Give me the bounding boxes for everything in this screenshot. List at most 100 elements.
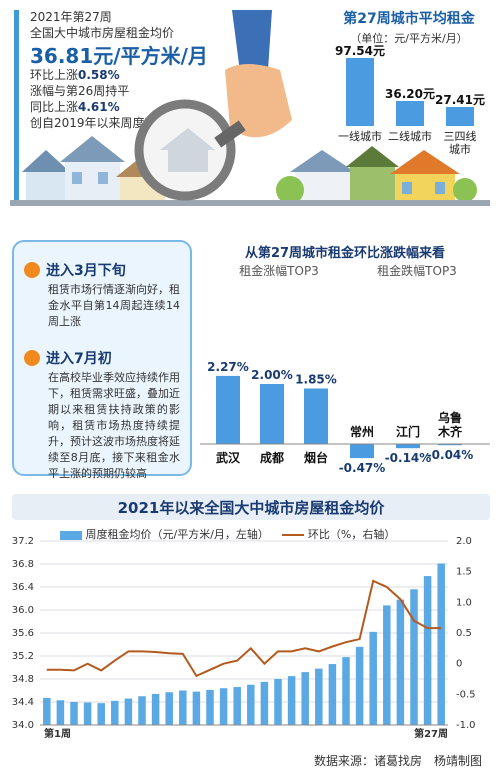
x-first-label: 第1周: [44, 727, 71, 740]
flat-note: 涨幅与第26周持平: [30, 84, 130, 98]
rent-bar: [287, 676, 296, 725]
city-name-label: 二线城市: [388, 130, 432, 143]
footer-source: 数据来源：诸葛找房 杨靖制图: [313, 754, 482, 768]
yoy-value: 4.61%: [78, 100, 120, 114]
legend-bar-swatch: [60, 530, 82, 540]
top3-up-label: 租金涨幅TOP3: [239, 264, 319, 278]
rent-bar: [179, 690, 187, 725]
legend: 周度租金均价（元/平方米/月，左轴） 环比（%，右轴）: [60, 526, 395, 542]
left-tick-label: 34.0: [12, 720, 34, 731]
rent-bar: [328, 664, 337, 725]
trend-card: 进入3月下旬 租赁市场行情逐渐向好，租金水平自第14周起连续14周上涨 进入7月…: [12, 240, 192, 480]
mom-change: 环比上涨0.58%: [30, 66, 120, 83]
rent-trend-chart: 34.0 34.4 34.8 35.2 35.6 36.0 36.4 36.8 37.2 -1.0…: [12, 536, 476, 740]
left-tick-label: 34.8: [12, 674, 34, 685]
rent-bar: [97, 703, 105, 725]
mid-chart-title: 从第27周城市租金环比涨跌幅来看: [244, 246, 446, 261]
mom-value-label: 1.85%: [295, 373, 337, 387]
rent-bar: [70, 702, 78, 725]
right-tick-label: 1.0: [456, 597, 472, 608]
rent-bar: [43, 697, 51, 725]
right-tick-label: -1.0: [456, 720, 476, 731]
left-tick-label: 35.2: [12, 651, 34, 662]
top3-down-label: 租金跌幅TOP3: [377, 264, 457, 278]
city-bar: [396, 100, 424, 126]
accent-bar: [14, 10, 19, 210]
legend-line-label: 环比（%，右轴）: [307, 528, 396, 541]
mom-value-label: 2.27%: [207, 360, 249, 374]
headline-price: 36.81元/平方米/月: [30, 44, 208, 68]
rent-bar: [124, 698, 133, 725]
right-tick-label: 0: [456, 659, 462, 670]
left-tick-label: 36.8: [12, 559, 34, 570]
mom-bar: [260, 384, 284, 444]
mom-value-label: -0.04%: [427, 448, 474, 462]
left-tick-label: 37.2: [12, 536, 34, 547]
rent-bar: [301, 672, 309, 725]
mom-value: 0.58%: [78, 68, 120, 82]
rent-bar: [369, 631, 377, 725]
rent-bar: [274, 679, 282, 725]
city-bar: [346, 57, 374, 126]
city-category-label: 烟台: [304, 450, 328, 465]
city-chart-unit: （单位：元/平方米/月）: [350, 32, 468, 45]
right-tick-label: -0.5: [456, 689, 476, 700]
rent-bar: [165, 692, 173, 725]
top-section: 2021年第27周 全国大中城市房屋租金均价 36.81元/平方米/月 环比上涨…: [0, 0, 500, 225]
city-bar: [446, 106, 474, 126]
mom-change-chart: 2.27% 武汉 2.00% 成都 1.85% 烟台 -0.47% 常州 -0.14% 江门 -0.…: [200, 360, 490, 475]
mom-value-label: -0.47%: [339, 461, 386, 475]
city-name-label: 三四线 城市: [443, 130, 477, 156]
rent-bar: [423, 576, 432, 725]
city-category-label-2: 木齐: [437, 424, 463, 439]
rent-bar: [315, 668, 323, 725]
rent-bar: [437, 563, 445, 725]
section-title-2: 进入7月初: [46, 351, 112, 367]
mom-value-label: 2.00%: [251, 368, 293, 382]
rent-bar: [83, 702, 92, 725]
summary-week: 2021年第27周: [30, 10, 112, 24]
mom-value-label: -0.14%: [385, 451, 432, 465]
mom-bar: [396, 444, 420, 449]
right-tick-label: 1.5: [456, 567, 472, 578]
mom-bar: [216, 375, 240, 444]
city-category-label: 江门: [396, 424, 420, 439]
city-category-label: 常州: [350, 424, 374, 439]
yoy-change: 同比上涨4.61%: [30, 98, 120, 115]
city-value-label: 27.41元: [435, 92, 485, 107]
rent-bar: [396, 599, 405, 725]
mom-bar: [438, 444, 462, 446]
right-tick-label: 0.5: [456, 628, 472, 639]
yoy-prefix: 同比上涨: [30, 100, 79, 114]
city-bars: 97.54元 一线城市 36.20元 二线城市 27.41元 三四线 城市: [324, 8, 494, 158]
mom-prefix: 环比上涨: [30, 68, 79, 82]
mom-bar: [350, 444, 374, 459]
bottom-chart-title: 2021年以来全国大中城市房屋租金均价: [117, 499, 385, 517]
bottom-title-bar: [12, 494, 490, 520]
left-tick-label: 34.4: [12, 697, 34, 708]
mom-bar: [304, 388, 328, 444]
left-tick-label: 35.6: [12, 628, 34, 639]
city-category-label: 成都: [260, 450, 284, 465]
rent-bar: [151, 693, 160, 725]
section-title-1: 进入3月下旬: [46, 263, 126, 279]
section-text-2: 在高校毕业季效应持续作用下，租赁需求旺盛，叠加近期以来租赁扶持政策的影响，租赁市…: [48, 371, 180, 480]
legend-line-swatch: [282, 534, 305, 536]
rent-bar: [233, 687, 241, 725]
houses-icon: [10, 136, 490, 206]
rent-bar: [206, 689, 214, 725]
city-value-label: 36.20元: [385, 86, 435, 101]
rent-bar: [247, 684, 255, 725]
rent-bar: [138, 696, 146, 725]
rent-bar: [342, 657, 350, 725]
rent-bar: [410, 589, 418, 725]
illustration: [10, 10, 500, 225]
section-text-1: 租赁市场行情逐渐向好，租金水平自第14周起连续14周上涨: [48, 283, 180, 328]
city-category-label: 乌鲁: [438, 410, 462, 425]
rent-bar: [260, 681, 269, 725]
rent-bar: [383, 605, 391, 725]
city-name-label: 一线城市: [338, 130, 382, 143]
summary-subject: 全国大中城市房屋租金均价: [30, 26, 175, 40]
magnifier-icon: [134, 10, 292, 201]
rent-bar: [355, 646, 364, 725]
